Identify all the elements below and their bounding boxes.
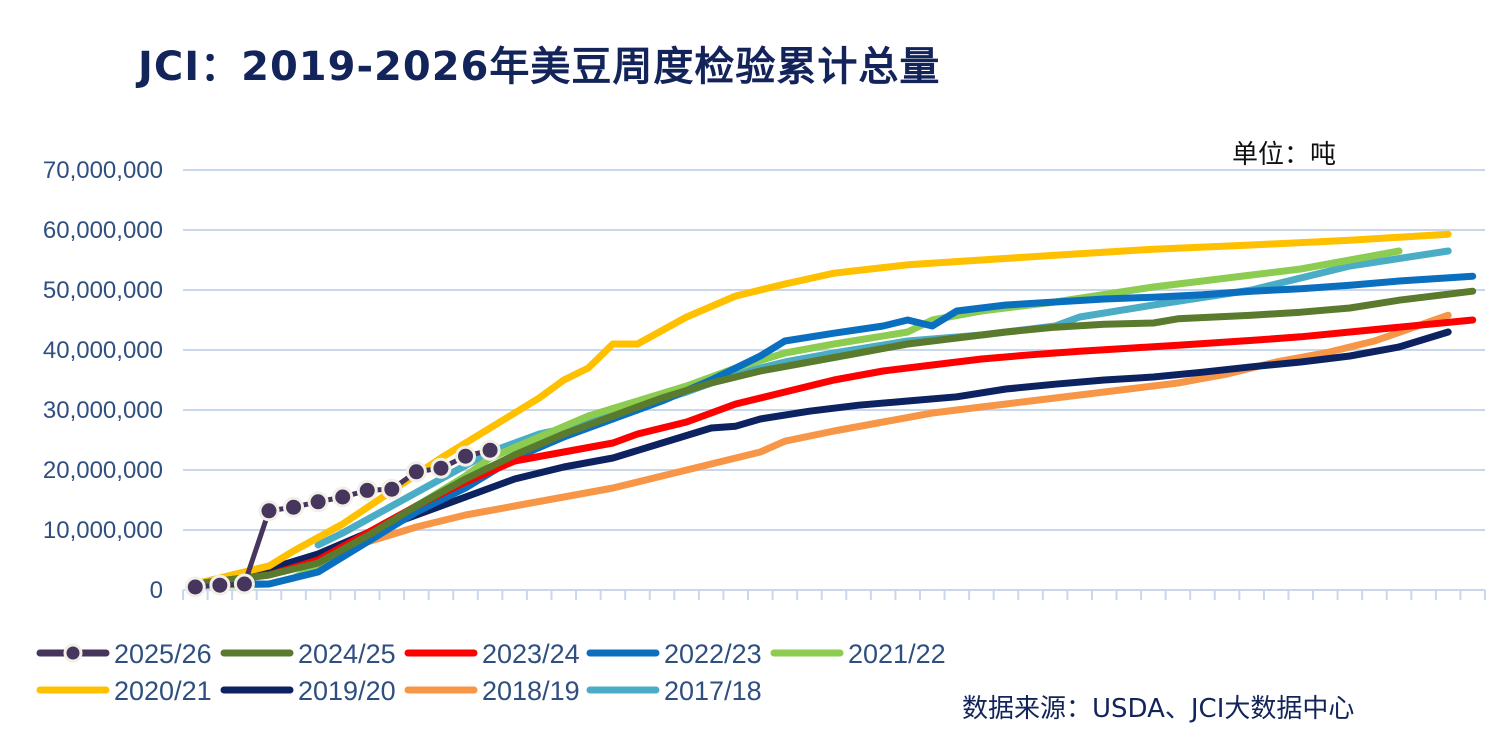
data-point-2025-26 [479, 439, 501, 461]
legend-label: 2024/25 [298, 639, 396, 669]
data-point-2025-26 [332, 486, 354, 508]
unit-label: 单位：吨 [1232, 140, 1337, 170]
legend-label: 2019/20 [298, 676, 396, 706]
data-point-2025-26 [233, 573, 255, 595]
source-note: 数据来源：USDA、JCI大数据中心 [962, 694, 1355, 724]
data-point-2025-26 [455, 445, 477, 467]
y-tick-label: 60,000,000 [43, 217, 163, 244]
series-line-2018-19 [191, 311, 1452, 588]
data-point-2025-26 [283, 496, 305, 518]
series-line-2024-25 [191, 287, 1477, 588]
y-tick-label: 0 [150, 577, 163, 604]
y-tick-label: 20,000,000 [43, 457, 163, 484]
data-point-2025-26 [381, 478, 403, 500]
y-tick-label: 70,000,000 [43, 157, 163, 184]
data-point-2025-26 [307, 491, 329, 513]
series-line-2020-21 [191, 230, 1452, 588]
legend-label: 2021/22 [848, 639, 946, 669]
legend-label: 2025/26 [114, 639, 212, 669]
series-line-2019-20 [191, 328, 1452, 591]
series-line-2022-23 [191, 272, 1477, 588]
chart-title: JCI：2019-2026年美豆周度检验累计总量 [138, 44, 941, 90]
data-point-2025-26 [209, 574, 231, 596]
data-point-2025-26 [258, 500, 280, 522]
legend-label: 2017/18 [664, 676, 762, 706]
legend-marker [63, 643, 83, 663]
data-point-2025-26 [405, 461, 427, 483]
legend-label: 2022/23 [664, 639, 762, 669]
y-tick-label: 50,000,000 [43, 277, 163, 304]
legend-label: 2018/19 [482, 676, 580, 706]
series-line-2017-18 [314, 247, 1452, 549]
data-point-2025-26 [184, 576, 206, 598]
y-tick-label: 10,000,000 [43, 517, 163, 544]
data-point-2025-26 [430, 457, 452, 479]
y-tick-label: 30,000,000 [43, 397, 163, 424]
y-tick-label: 40,000,000 [43, 337, 163, 364]
legend-label: 2023/24 [482, 639, 580, 669]
data-point-2025-26 [356, 479, 378, 501]
legend-label: 2020/21 [114, 676, 212, 706]
